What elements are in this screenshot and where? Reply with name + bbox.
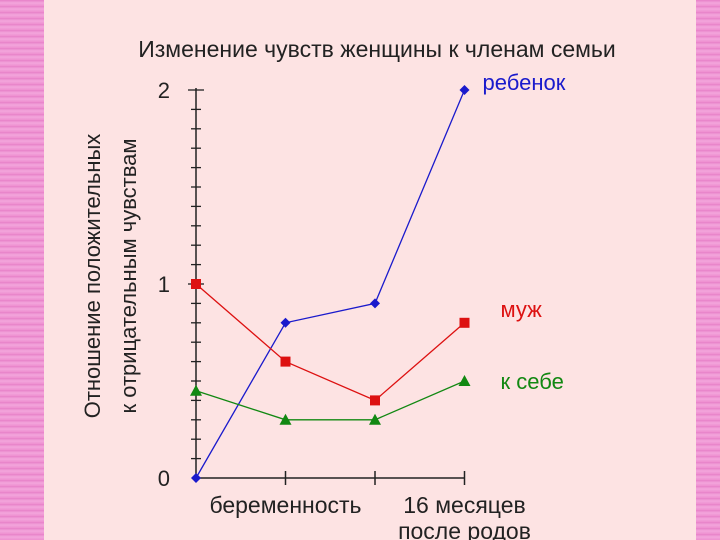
series-label-child: ребенок bbox=[483, 70, 566, 95]
data-point-child bbox=[459, 85, 470, 95]
slide-panel bbox=[44, 0, 696, 540]
series-label-husband: муж bbox=[501, 297, 543, 322]
y-axis-label: Отношение положительных к отрицательным … bbox=[80, 134, 141, 419]
y-ticks: 0 1 2 bbox=[158, 78, 204, 491]
series-line-self bbox=[195, 380, 465, 421]
series-child bbox=[191, 85, 470, 483]
data-point-husband bbox=[191, 279, 201, 289]
data-point-husband bbox=[280, 356, 291, 367]
axes bbox=[195, 88, 466, 485]
data-point-self bbox=[369, 413, 381, 425]
series-label-self: к себе bbox=[501, 369, 564, 394]
series-husband bbox=[191, 279, 470, 406]
y-tick-label: 0 bbox=[158, 466, 170, 491]
data-point-self bbox=[190, 384, 202, 396]
x-tick-label: 16 месяцев после родов bbox=[398, 492, 531, 540]
data-point-husband bbox=[370, 395, 380, 406]
data-point-child bbox=[280, 317, 291, 328]
data-point-self bbox=[279, 413, 292, 425]
right-border-pattern bbox=[696, 0, 720, 540]
data-point-self bbox=[458, 375, 471, 386]
series-labels: ребенок муж к себе bbox=[483, 70, 566, 394]
y-axis-label-line-1: Отношение положительных bbox=[80, 134, 105, 419]
series-line-husband bbox=[195, 283, 465, 402]
x-tick-labels: беременность 16 месяцев после родов bbox=[209, 492, 530, 540]
series-self bbox=[190, 375, 471, 425]
y-axis-label-line-2: к отрицательным чувствам bbox=[116, 138, 141, 413]
x-tick-label: беременность bbox=[209, 492, 361, 518]
left-border-pattern bbox=[0, 0, 44, 540]
series-line-child bbox=[195, 89, 466, 479]
data-point-child bbox=[191, 473, 201, 483]
y-tick-label: 1 bbox=[158, 272, 170, 297]
data-point-husband bbox=[459, 317, 470, 328]
y-tick-label: 2 bbox=[158, 78, 170, 103]
data-point-child bbox=[370, 298, 380, 309]
series-layer bbox=[190, 85, 471, 483]
chart-title: Изменение чувств женщины к членам семьи bbox=[138, 36, 616, 62]
